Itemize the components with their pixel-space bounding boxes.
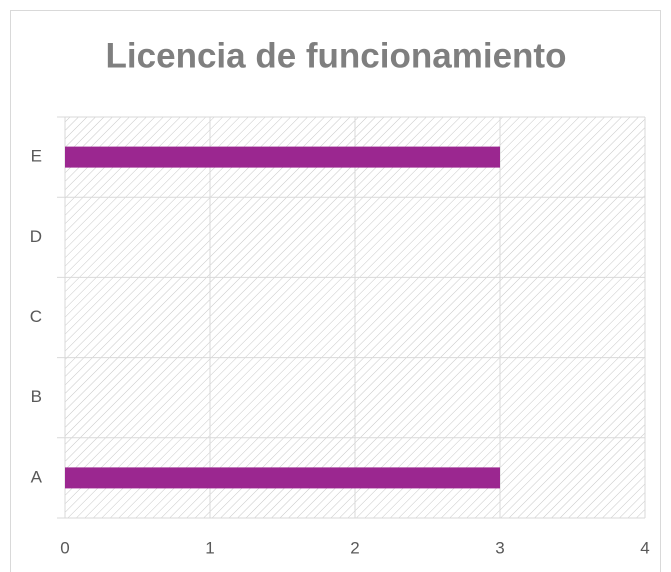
- y-tick-label: B: [31, 387, 42, 406]
- x-tick-label: 0: [60, 538, 69, 557]
- x-tick-label: 3: [495, 538, 504, 557]
- x-tick-label: 1: [205, 538, 214, 557]
- y-tick-label: A: [31, 467, 43, 486]
- bar: [65, 467, 500, 489]
- y-tick-label: D: [30, 227, 42, 246]
- x-tick-label: 4: [640, 538, 649, 557]
- bar: [65, 146, 500, 168]
- chart-title: Licencia de funcionamiento: [106, 36, 567, 75]
- x-tick-label: 2: [350, 538, 359, 557]
- y-tick-label: E: [31, 147, 42, 166]
- y-tick-label: C: [30, 307, 42, 326]
